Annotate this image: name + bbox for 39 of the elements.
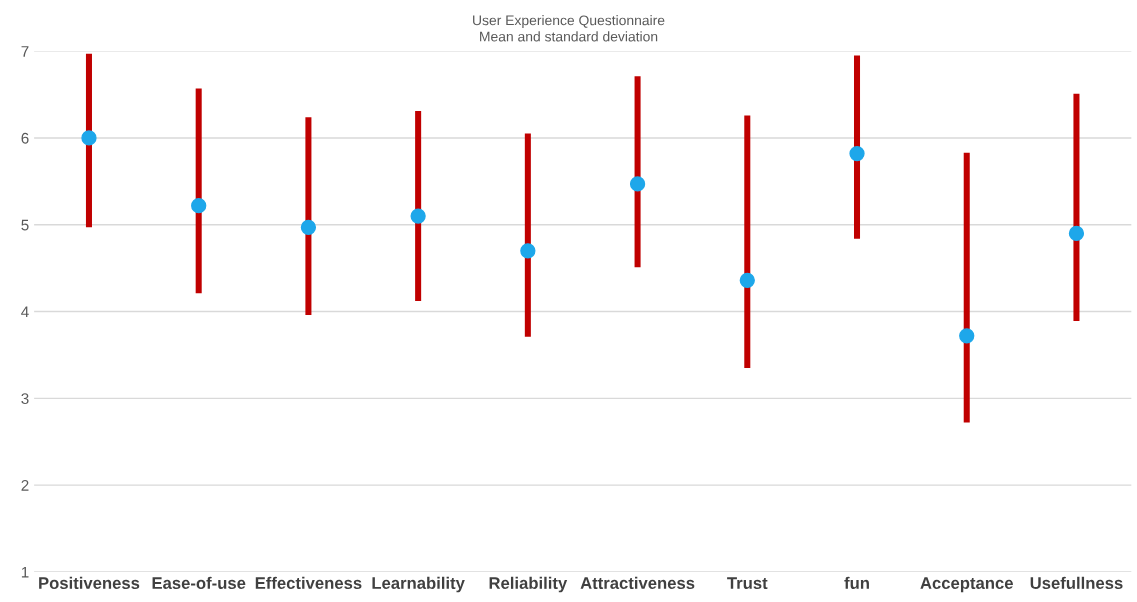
x-tick-label: Learnability [372, 576, 465, 593]
y-tick-label: 4 [21, 306, 29, 318]
bar [634, 76, 641, 268]
y-tick-label: 7 [21, 46, 29, 57]
bar [744, 115, 751, 368]
x-tick-label: Effectiveness [255, 576, 362, 589]
x-tick-label: Reliability [489, 576, 568, 593]
bar [195, 88, 202, 294]
point [849, 145, 865, 162]
point [410, 208, 426, 224]
bar [415, 111, 422, 302]
x-tick-label: Positiveness [39, 576, 140, 589]
point [629, 176, 646, 192]
bar [305, 117, 312, 316]
bar [85, 53, 92, 228]
x-tick-label: Trust [727, 577, 768, 589]
y-tick-label: 3 [21, 393, 29, 405]
point [959, 328, 975, 344]
chart-subtitle: Mean and standard deviation [480, 31, 658, 42]
y-tick-label: 5 [21, 219, 29, 231]
x-tick-label: Ease-of-use [152, 576, 246, 589]
bar [1073, 93, 1080, 322]
y-tick-label: 2 [21, 479, 29, 491]
point [739, 272, 755, 288]
point [1068, 225, 1085, 242]
y-tick-label: 6 [21, 132, 29, 144]
x-tick-label: Acceptance [920, 577, 1013, 593]
point [300, 219, 317, 235]
point [191, 198, 207, 214]
bar [524, 133, 531, 337]
bar [963, 152, 970, 423]
x-tick-label: Attractiveness [580, 576, 695, 589]
chart-title: User Experience Questionnaire [473, 15, 665, 28]
x-tick-label: fun [844, 576, 869, 589]
x-tick-label: Usefullness [1030, 576, 1123, 589]
bar [854, 55, 861, 239]
y-tick-label: 1 [21, 566, 29, 578]
point [520, 243, 536, 259]
point [81, 130, 97, 146]
